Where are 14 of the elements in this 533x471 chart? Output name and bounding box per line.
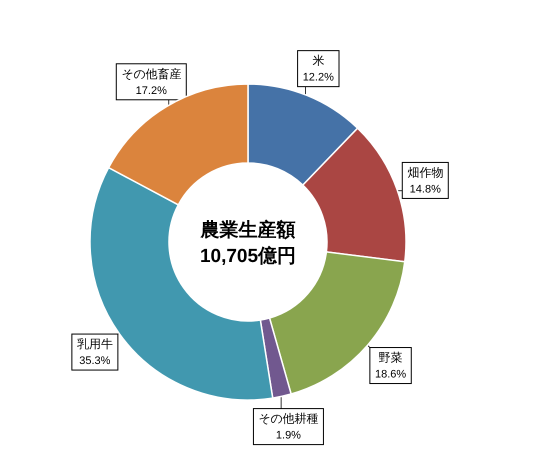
slice-label: 野菜 (378, 350, 403, 365)
slice-label: その他耕種 (258, 412, 318, 426)
slice-label: 乳用牛 (76, 337, 113, 352)
data-label: 17.2% (136, 84, 168, 97)
text: 農業生産額 (200, 219, 296, 241)
data-label: 12.2% (302, 72, 334, 84)
data-label: 1.9% (276, 430, 302, 442)
slice-label: 畑作物 (407, 165, 444, 180)
data-label: 14.8% (410, 183, 442, 196)
data-label: 35.3% (79, 355, 111, 368)
text: 10,705億円 (200, 245, 296, 267)
slice-label: その他畜産 (121, 66, 182, 81)
slice-label: 米 (312, 54, 324, 68)
data-label: 18.6% (374, 368, 406, 381)
